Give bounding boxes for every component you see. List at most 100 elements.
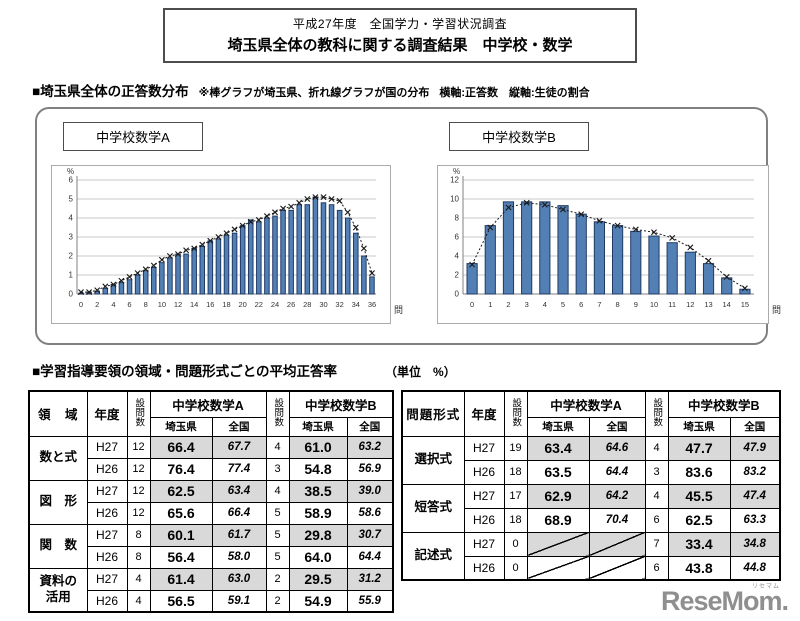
question-count-header-a: 設問数	[503, 390, 528, 437]
page-title: 埼玉県全体の教科に関する調査結果 中学校・数学	[227, 37, 573, 54]
svg-text:12: 12	[686, 300, 694, 309]
year-cell: H27	[86, 479, 128, 503]
national-value-cell: 58.0	[211, 545, 267, 569]
saitama-value-cell: 62.5	[149, 479, 213, 503]
chart-b-xaxis-unit: 問	[772, 305, 782, 315]
na-cell	[526, 555, 590, 581]
svg-text:0: 0	[455, 290, 460, 299]
question-count-cell: 4	[126, 589, 151, 613]
table-row: H26 12 76.4 77.4 3 54.8 56.9	[29, 457, 394, 481]
table-row: 図 形 H27 12 62.5 63.4 4 38.5 39.0	[28, 479, 394, 525]
question-count-cell: 6	[644, 555, 669, 581]
table-row: 数と式 H27 12 66.4 67.7 4 61.0 63.2	[28, 435, 394, 481]
year-cell: H26	[86, 457, 128, 481]
saitama-value-cell: 66.4	[149, 435, 213, 459]
saitama-value-cell: 62.5	[667, 507, 731, 533]
table-row: 関 数 H27 8 60.1 61.7 5 29.8 30.7	[28, 523, 394, 569]
national-value-cell: 70.4	[588, 507, 646, 533]
national-value-cell: 63.0	[211, 567, 267, 591]
year-cell: H26	[463, 507, 505, 533]
table-row: 選択式 H27 19 63.4 64.6 4 47.7 47.9	[401, 435, 781, 485]
question-count-cell: 4	[644, 483, 669, 509]
table-row: H26 18 68.9 70.4 6 62.5 63.3	[402, 507, 781, 533]
chart-a-title: 中学校数学A	[63, 122, 203, 151]
svg-text:30: 30	[319, 300, 327, 309]
subject-b-header: 中学校数学B	[288, 390, 394, 418]
national-value-cell: 30.7	[346, 523, 394, 547]
question-count-cell: 18	[503, 459, 528, 485]
charts-container: 中学校数学A 0 1 2 3 4 5 6% 0 2 4 6 8 10 12 14 16 18 20 22 24 26 28…	[35, 107, 781, 345]
national-value-cell: 44.8	[729, 555, 781, 581]
saitama-value-cell: 83.6	[667, 459, 731, 485]
svg-text:6: 6	[127, 300, 131, 309]
question-count-cell: 5	[265, 501, 290, 525]
svg-text:18: 18	[222, 300, 230, 309]
year-header: 年度	[463, 390, 505, 437]
saitama-value-cell: 68.9	[526, 507, 590, 533]
question-count-cell: 8	[126, 523, 151, 547]
question-count-cell: 2	[265, 567, 290, 591]
saitama-value-cell: 63.5	[526, 459, 590, 485]
national-value-cell: 77.4	[211, 457, 267, 481]
na-cell	[588, 531, 646, 557]
question-count-cell: 12	[126, 435, 151, 459]
svg-text:2: 2	[69, 252, 74, 261]
svg-text:6: 6	[579, 300, 583, 309]
saitama-value-cell: 29.5	[288, 567, 348, 591]
question-count-cell: 4	[265, 479, 290, 503]
row-label: 資料の 活用	[28, 567, 88, 613]
year-cell: H26	[463, 459, 505, 485]
year-cell: H26	[86, 501, 128, 525]
national-value-cell: 34.8	[729, 531, 781, 557]
year-cell: H27	[86, 435, 128, 459]
national-value-cell: 64.2	[588, 483, 646, 509]
question-count-header-a: 設問数	[126, 390, 151, 437]
year-header: 年度	[86, 390, 128, 437]
section-table-header: ■学習指導要領の領域・問題形式ごとの平均正答率 （単位 %）	[32, 360, 800, 380]
svg-text:10: 10	[650, 300, 658, 309]
year-cell: H26	[86, 545, 128, 569]
svg-text:0: 0	[470, 300, 474, 309]
section1-heading: ■埼玉県全体の正答数分布	[32, 84, 189, 99]
svg-text:24: 24	[271, 300, 279, 309]
question-count-cell: 0	[503, 531, 528, 557]
tables-container: 領 域 年度 設問数 中学校数学A 設問数 中学校数学B 埼玉県 全国 埼玉県 …	[28, 390, 800, 613]
year-cell: H27	[86, 567, 128, 591]
survey-name: 平成27年度 全国学力・学習状況調査	[292, 17, 508, 31]
svg-text:13: 13	[704, 300, 712, 309]
svg-text:10: 10	[450, 195, 459, 204]
saitama-value-cell: 38.5	[288, 479, 348, 503]
svg-text:4: 4	[543, 300, 547, 309]
subject-a-header: 中学校数学A	[149, 390, 267, 418]
svg-text:8: 8	[455, 214, 460, 223]
row-label: 選択式	[401, 435, 465, 485]
table-row: 資料の 活用 H27 4 61.4 63.0 2 29.5 31.2	[28, 567, 394, 613]
saitama-value-cell: 47.7	[667, 435, 731, 461]
svg-text:3: 3	[525, 300, 529, 309]
svg-text:8: 8	[144, 300, 148, 309]
year-cell: H26	[86, 589, 128, 613]
svg-text:5: 5	[69, 195, 74, 204]
table-row: 短答式 H27 17 62.9 64.2 4 45.5 47.4	[401, 483, 781, 533]
row-label: 記述式	[401, 531, 465, 581]
saitama-value-cell: 45.5	[667, 483, 731, 509]
chart-group-math-a: 中学校数学A 0 1 2 3 4 5 6% 0 2 4 6 8 10 12 14 16 18 20 22 24 26 28…	[51, 122, 403, 328]
svg-text:34: 34	[352, 300, 360, 309]
svg-text:32: 32	[335, 300, 343, 309]
svg-text:6: 6	[455, 233, 460, 242]
saitama-value-cell: 54.8	[288, 457, 348, 481]
saitama-value-cell: 58.9	[288, 501, 348, 525]
subject-a-header: 中学校数学A	[526, 390, 646, 418]
question-count-cell: 7	[644, 531, 669, 557]
year-cell: H27	[463, 483, 505, 509]
svg-text:7: 7	[597, 300, 601, 309]
svg-text:0: 0	[79, 300, 83, 309]
saitama-header-b: 埼玉県	[288, 416, 348, 437]
year-cell: H27	[463, 531, 505, 557]
national-header-a: 全国	[211, 416, 267, 437]
na-cell	[588, 555, 646, 581]
question-count-cell: 2	[265, 589, 290, 613]
national-value-cell: 61.7	[211, 523, 267, 547]
section2-heading: ■学習指導要領の領域・問題形式ごとの平均正答率	[32, 364, 338, 379]
